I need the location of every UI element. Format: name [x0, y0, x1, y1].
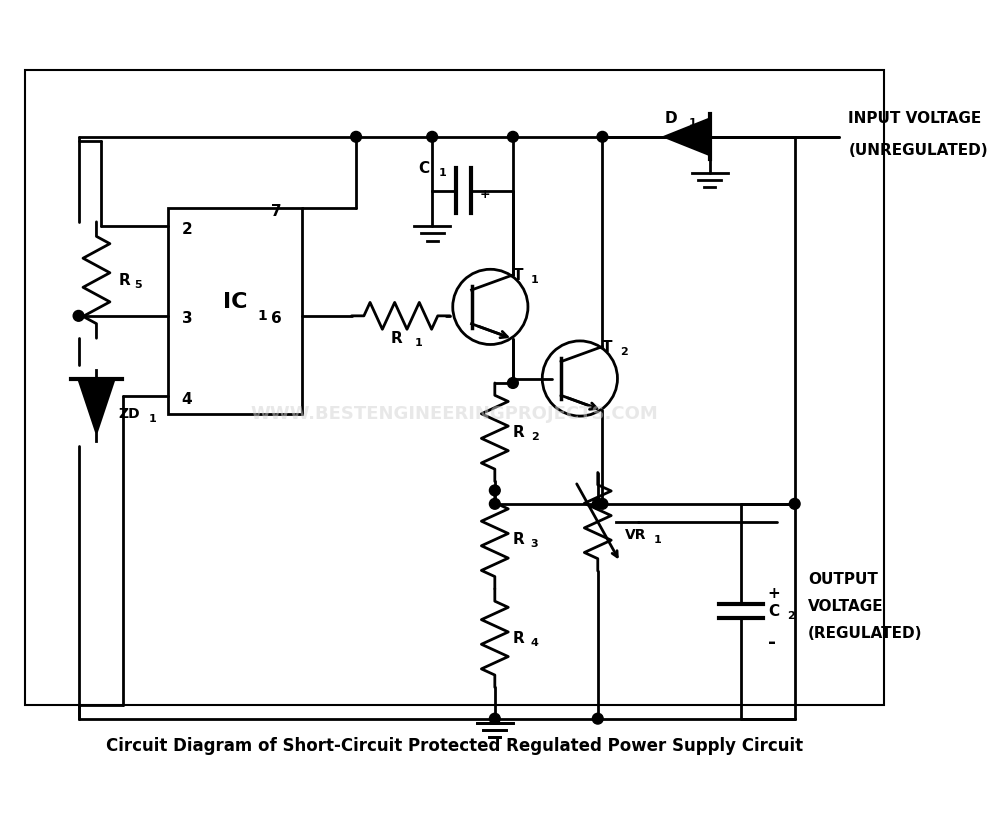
Text: 6: 6 [271, 311, 282, 326]
Text: 1: 1 [148, 414, 156, 424]
Text: (REGULATED): (REGULATED) [808, 626, 923, 641]
Circle shape [489, 499, 500, 510]
Text: T: T [513, 268, 523, 283]
Circle shape [73, 310, 84, 321]
Text: 3: 3 [182, 311, 192, 326]
Text: ZD: ZD [119, 407, 140, 421]
Text: VOLTAGE: VOLTAGE [808, 600, 884, 615]
Text: C: C [419, 161, 430, 176]
Text: VR: VR [625, 528, 646, 542]
Text: C: C [768, 604, 779, 619]
Text: 2: 2 [620, 347, 628, 357]
Circle shape [489, 485, 500, 495]
Text: 3: 3 [531, 539, 538, 549]
Circle shape [508, 378, 518, 389]
Text: IC: IC [223, 293, 247, 313]
Polygon shape [79, 379, 114, 432]
Text: WWW.BESTENGINEERINGPROJECTS.COM: WWW.BESTENGINEERINGPROJECTS.COM [251, 405, 658, 424]
Circle shape [597, 499, 608, 510]
Text: R: R [513, 631, 524, 646]
Text: -: - [768, 633, 776, 652]
Text: R: R [513, 532, 524, 547]
Text: 4: 4 [531, 637, 539, 647]
Text: 1: 1 [438, 168, 446, 178]
Text: OUTPUT: OUTPUT [808, 572, 878, 587]
Circle shape [592, 713, 603, 724]
Circle shape [597, 132, 608, 142]
Circle shape [592, 499, 603, 510]
Text: INPUT VOLTAGE: INPUT VOLTAGE [848, 112, 982, 127]
Text: R: R [119, 273, 131, 288]
Circle shape [489, 713, 500, 724]
Text: 5: 5 [134, 279, 142, 289]
Circle shape [508, 132, 518, 142]
Text: 1: 1 [531, 275, 538, 285]
Text: 1: 1 [258, 309, 267, 323]
Text: 1: 1 [689, 118, 697, 128]
Text: 1: 1 [414, 338, 422, 348]
Text: 2: 2 [531, 432, 538, 442]
Text: 2: 2 [182, 222, 192, 237]
Text: 2: 2 [788, 610, 795, 620]
Text: D: D [665, 112, 678, 127]
Text: R: R [390, 331, 402, 346]
Text: Circuit Diagram of Short-Circuit Protected Regulated Power Supply Circuit: Circuit Diagram of Short-Circuit Protect… [106, 736, 803, 755]
Text: R: R [513, 425, 524, 440]
Text: 4: 4 [182, 392, 192, 407]
Text: +: + [768, 585, 781, 600]
Text: 1: 1 [653, 535, 661, 545]
Text: 7: 7 [271, 203, 282, 219]
Text: (UNREGULATED): (UNREGULATED) [848, 143, 988, 158]
Text: +: + [480, 188, 490, 202]
Bar [168, 208, 302, 414]
Polygon shape [665, 119, 710, 155]
Bar [25, 70, 884, 706]
Circle shape [351, 132, 361, 142]
Circle shape [427, 132, 438, 142]
Text: T: T [602, 339, 613, 354]
Circle shape [789, 499, 800, 510]
